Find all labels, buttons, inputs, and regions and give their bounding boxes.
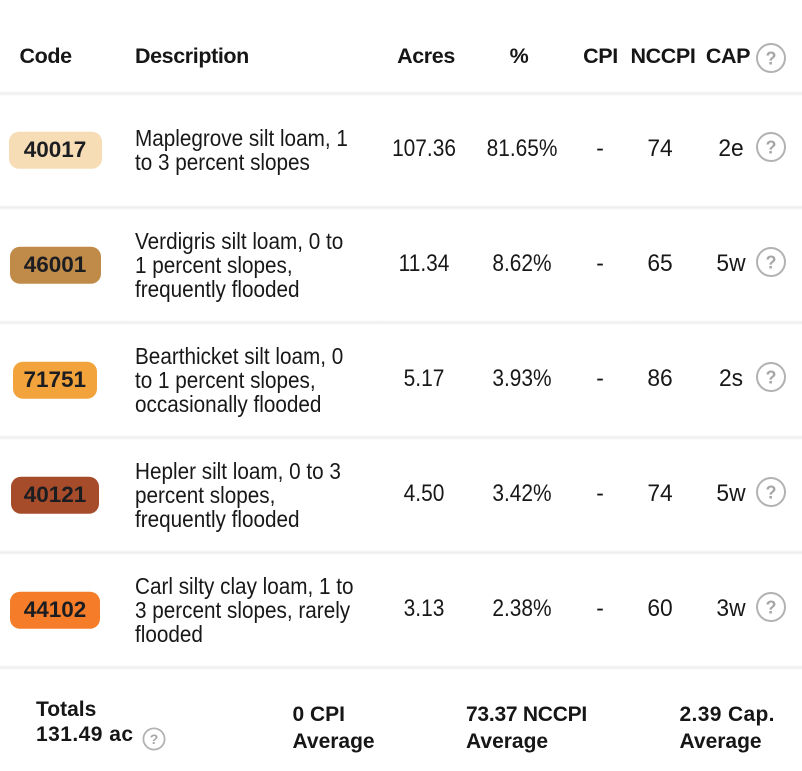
svg-text:?: ? <box>766 598 777 618</box>
svg-text:?: ? <box>766 483 777 503</box>
svg-text:?: ? <box>766 49 777 69</box>
svg-text:?: ? <box>766 368 777 388</box>
svg-text:?: ? <box>766 253 777 273</box>
svg-text:?: ? <box>766 138 777 158</box>
svg-text:?: ? <box>150 731 159 747</box>
